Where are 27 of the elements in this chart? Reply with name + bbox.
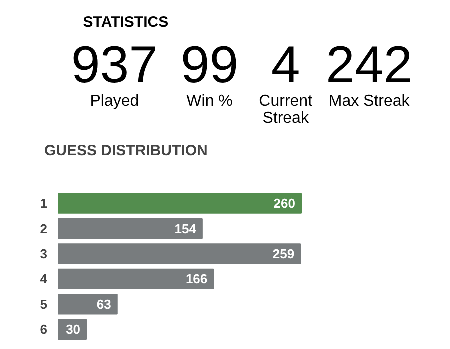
bar: [58, 294, 118, 315]
text: 937: [71, 36, 158, 94]
y-tick-label: 5: [40, 296, 48, 312]
text: 4: [271, 36, 300, 94]
data-label: 154: [174, 221, 198, 236]
y-tick-label: 1: [40, 196, 48, 212]
y-tick-label: 2: [40, 221, 48, 236]
bar: [58, 268, 214, 290]
bar: [58, 218, 203, 240]
text: 99: [180, 36, 239, 94]
y-tick-label: 6: [40, 322, 48, 338]
y-tick-label: 3: [40, 246, 48, 262]
data-label: 166: [186, 272, 208, 287]
text: Win %: [186, 93, 233, 110]
data-label: 259: [272, 246, 295, 262]
bar: [58, 193, 302, 214]
text: Max Streak: [328, 93, 411, 110]
data-label: 260: [274, 196, 296, 212]
text: STATISTICS: [83, 14, 169, 31]
data-label: 63: [96, 296, 112, 312]
chart-title: GUESS DISTRIBUTION: [44, 142, 208, 160]
y-tick-label: 4: [40, 272, 48, 287]
text: 242: [326, 36, 413, 94]
bar: [58, 244, 302, 264]
text: Played: [90, 93, 140, 110]
data-label: 30: [66, 322, 81, 338]
text: Current Streak: [259, 93, 314, 127]
